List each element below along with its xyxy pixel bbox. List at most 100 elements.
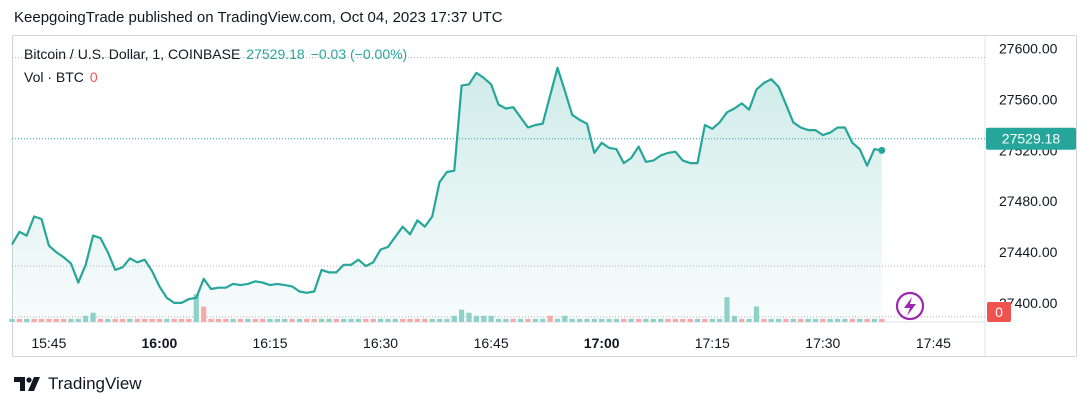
volume-bar: [282, 318, 288, 322]
volume-bar: [83, 315, 89, 322]
last-price-badge-label: 27529.18: [1002, 131, 1061, 147]
volume-bar: [326, 318, 332, 322]
volume-bar: [761, 318, 767, 322]
x-tick-label: 17:00: [584, 335, 620, 351]
volume-bar: [363, 318, 369, 322]
volume-bar: [24, 318, 30, 322]
y-tick-label: 27560.00: [999, 92, 1058, 108]
chart-frame: [12, 35, 1077, 357]
volume-bar: [223, 318, 229, 322]
volume-bar: [156, 318, 162, 322]
x-tick-label: 16:00: [142, 335, 178, 351]
volume-bar: [812, 318, 819, 322]
volume-bar: [46, 318, 52, 322]
volume-bar: [348, 318, 354, 322]
tradingview-brand[interactable]: TradingView: [14, 374, 142, 394]
volume-bar: [274, 318, 280, 322]
volume-bar: [436, 318, 443, 322]
y-tick-label: 27400.00: [999, 295, 1058, 311]
volume-bar: [459, 309, 465, 322]
volume-bar: [444, 318, 450, 322]
volume-bar: [717, 318, 723, 322]
volume-bar: [237, 318, 244, 322]
volume-bar: [149, 318, 155, 322]
volume-label: Vol · BTC: [24, 69, 84, 85]
volume-bar: [871, 318, 877, 322]
volume-bar: [842, 318, 848, 322]
volume-bar: [414, 318, 420, 322]
volume-bar: [864, 318, 870, 322]
volume-bar: [245, 318, 251, 322]
volume-bar: [38, 318, 45, 322]
volume-bar: [304, 318, 310, 322]
y-tick-label: 27480.00: [999, 193, 1058, 209]
x-tick-label: 16:45: [474, 335, 509, 351]
volume-legend: Vol · BTC 0: [24, 69, 98, 85]
volume-bar: [805, 318, 811, 322]
volume-bar: [429, 318, 435, 322]
price-area-fill: [12, 67, 882, 322]
volume-bar: [341, 318, 347, 322]
volume-bar: [584, 318, 590, 322]
volume-bar: [267, 318, 273, 322]
volume-bar: [171, 318, 177, 322]
volume-bar: [672, 318, 678, 322]
volume-badge-label: 0: [995, 304, 1003, 320]
volume-bar: [753, 306, 760, 322]
volume-bar: [370, 318, 376, 322]
x-tick-label: 16:15: [252, 335, 287, 351]
volume-bar: [540, 318, 546, 322]
volume-bar: [606, 318, 612, 322]
volume-bar: [658, 318, 664, 322]
volume-bar: [451, 315, 457, 322]
volume-bar: [466, 312, 472, 322]
volume-bar: [164, 318, 170, 322]
volume-bar: [355, 318, 361, 322]
volume-bar: [134, 318, 140, 322]
volume-bar: [378, 318, 384, 322]
volume-bar: [385, 318, 391, 322]
volume-bar: [201, 306, 207, 322]
x-tick-label: 15:45: [31, 335, 66, 351]
volume-bar: [643, 318, 649, 322]
volume-bar: [547, 315, 553, 322]
volume-badge: [987, 302, 1011, 322]
volume-bar: [252, 318, 258, 322]
volume-bar: [746, 318, 752, 322]
volume-bar: [665, 318, 671, 322]
volume-bar: [731, 315, 737, 322]
volume-bar: [739, 318, 745, 322]
volume-bar: [694, 318, 701, 322]
volume-bar: [510, 318, 516, 322]
volume-bar: [724, 297, 730, 322]
volume-bar: [481, 315, 487, 322]
price-line: [11, 66, 882, 304]
volume-bar: [702, 318, 708, 322]
volume-bar: [827, 318, 833, 322]
volume-bar: [97, 318, 104, 322]
volume-bar: [577, 318, 583, 322]
symbol-name: Bitcoin / U.S. Dollar, 1, COINBASE: [24, 46, 241, 62]
volume-bar: [311, 318, 317, 322]
volume-bar: [687, 318, 693, 322]
last-price: 27529.18: [246, 46, 305, 62]
volume-bar: [591, 318, 597, 322]
brand-label: TradingView: [48, 374, 142, 393]
volume-bar: [776, 318, 782, 322]
x-tick-label: 17:15: [695, 335, 730, 351]
volume-bar: [554, 318, 561, 322]
volume-bar: [193, 294, 199, 322]
x-tick-label: 16:30: [363, 335, 398, 351]
volume-bar: [495, 318, 502, 322]
publisher-caption: KeepgoingTrade published on TradingView.…: [14, 9, 503, 26]
volume-bar: [709, 318, 715, 322]
tradingview-logo-icon: [14, 377, 40, 391]
volume-bar: [562, 315, 568, 322]
symbol-legend: Bitcoin / U.S. Dollar, 1, COINBASE 27529.…: [24, 46, 407, 62]
volume-bar: [319, 318, 325, 322]
volume-bar: [798, 318, 804, 322]
last-price-badge: [986, 127, 1076, 150]
volume-bar: [75, 318, 81, 322]
volume-bar: [260, 318, 266, 322]
